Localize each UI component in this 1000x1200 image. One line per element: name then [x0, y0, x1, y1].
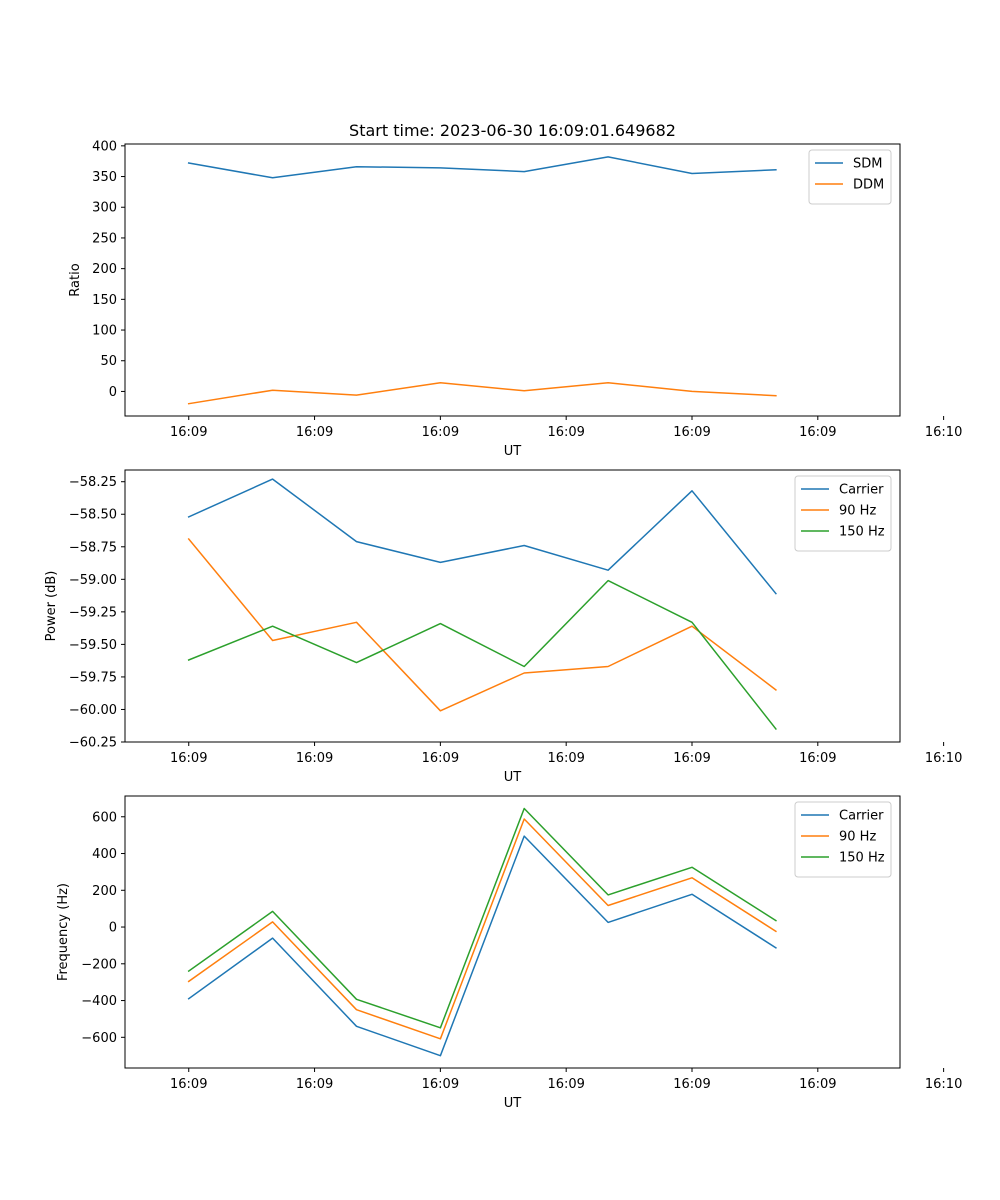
y-tick-label: −58.75: [69, 540, 117, 555]
x-tick-label: 16:09: [799, 425, 836, 440]
y-tick-label: −59.00: [69, 573, 117, 588]
plot-frame: [124, 469, 901, 743]
legend-label: Carrier: [839, 483, 884, 498]
y-tick-label: −60.00: [69, 703, 117, 718]
x-tick-label: 16:10: [925, 1077, 962, 1092]
series-line-90-hz: [187, 818, 777, 1040]
chart-panel-2: 16:09 16:09 16:09 16:09 16:09 16:09 16:10 −58.2…: [44, 469, 962, 785]
y-axis-label: Frequency (Hz): [56, 883, 71, 981]
legend-label: Carrier: [839, 809, 884, 824]
y-tick-label: 0: [109, 385, 117, 400]
x-tick-label: 16:09: [799, 1077, 836, 1092]
x-tick-label: 16:09: [799, 751, 836, 766]
y-tick-label: −400: [81, 994, 117, 1009]
y-tick-label: 300: [92, 201, 117, 216]
series-line-90-hz: [187, 537, 777, 712]
x-tick-label: 16:09: [170, 1077, 207, 1092]
x-tick-label: 16:09: [547, 751, 584, 766]
legend-label: 90 Hz: [839, 504, 876, 519]
y-tick-label: −59.25: [69, 605, 117, 620]
series-line-ddm: [187, 382, 777, 405]
x-axis-label: UT: [504, 1096, 522, 1111]
legend-label: 150 Hz: [839, 851, 885, 866]
y-tick-label: 400: [92, 847, 117, 862]
y-tick-label: −600: [81, 1031, 117, 1046]
x-tick-label: 16:09: [673, 1077, 710, 1092]
y-tick-label: 200: [92, 884, 117, 899]
y-tick-label: 250: [92, 231, 117, 246]
y-tick-label: 0: [109, 921, 117, 936]
x-tick-label: 16:09: [422, 751, 459, 766]
chart-panel-1: 16:09 16:09 16:09 16:09 16:09 16:09 16:10 400 35…: [68, 121, 962, 459]
x-tick-label: 16:09: [296, 751, 333, 766]
x-tick-label: 16:09: [296, 1077, 333, 1092]
y-tick-label: −60.25: [69, 736, 117, 751]
x-axis-label: UT: [504, 444, 522, 459]
y-tick-label: −58.25: [69, 475, 117, 490]
x-tick-label: 16:09: [170, 425, 207, 440]
y-tick-label: 200: [92, 262, 117, 277]
series-line-150-hz: [187, 807, 777, 1029]
x-tick-label: 16:10: [925, 751, 962, 766]
y-tick-label: 400: [92, 139, 117, 154]
x-tick-label: 16:09: [673, 751, 710, 766]
series-line-150-hz: [187, 579, 777, 731]
legend-label: DDM: [853, 178, 884, 193]
y-tick-label: 50: [100, 354, 117, 369]
y-tick-label: 600: [92, 810, 117, 825]
chart-title: Start time: 2023-06-30 16:09:01.649682: [349, 121, 676, 140]
x-tick-label: 16:09: [422, 1077, 459, 1092]
x-axis-label: UT: [504, 770, 522, 785]
y-tick-label: −58.50: [69, 508, 117, 523]
series-line-sdm: [187, 156, 777, 179]
series-line-carrier: [187, 478, 777, 595]
legend-label: 150 Hz: [839, 525, 885, 540]
legend-box: [794, 801, 892, 878]
y-tick-label: −200: [81, 957, 117, 972]
x-tick-label: 16:10: [925, 425, 962, 440]
legend: Carrier 90 Hz 150 Hz: [794, 475, 892, 552]
x-tick-label: 16:09: [547, 425, 584, 440]
legend: SDM DDM: [808, 149, 892, 205]
y-tick-label: 100: [92, 324, 117, 339]
y-tick-label: 350: [92, 170, 117, 185]
y-tick-label: 150: [92, 293, 117, 308]
legend: Carrier 90 Hz 150 Hz: [794, 801, 892, 878]
y-tick-label: −59.75: [69, 670, 117, 685]
x-tick-label: 16:09: [296, 425, 333, 440]
x-tick-label: 16:09: [170, 751, 207, 766]
plot-frame: [124, 795, 901, 1069]
legend-label: 90 Hz: [839, 830, 876, 845]
y-axis-label: Ratio: [68, 263, 83, 296]
y-axis-label: Power (dB): [44, 571, 59, 642]
x-tick-label: 16:09: [547, 1077, 584, 1092]
legend-label: SDM: [853, 157, 882, 172]
series-line-carrier: [187, 835, 777, 1057]
legend-box: [794, 475, 892, 552]
plot-frame: [124, 143, 901, 417]
chart-panel-3: 16:09 16:09 16:09 16:09 16:09 16:09 16:10 600 40…: [56, 795, 962, 1111]
y-tick-label: −59.50: [69, 638, 117, 653]
x-tick-label: 16:09: [673, 425, 710, 440]
x-tick-label: 16:09: [422, 425, 459, 440]
